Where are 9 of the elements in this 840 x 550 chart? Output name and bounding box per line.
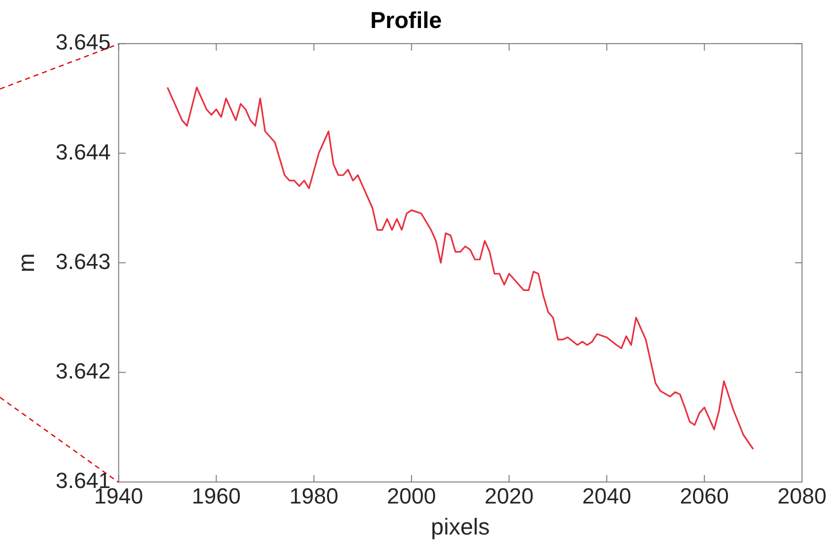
x-tick-label: 2080 [778,483,826,508]
x-tick-label: 2020 [484,483,534,508]
x-tick-label: 1980 [289,483,338,508]
x-axis-title: pixels [430,514,490,540]
x-tick-label: 2060 [680,483,729,508]
chart-title: Profile [370,7,442,34]
x-tick-label: 1960 [192,483,241,508]
x-tick-label: 2000 [387,483,436,508]
x-tick-label: 2040 [582,483,632,508]
